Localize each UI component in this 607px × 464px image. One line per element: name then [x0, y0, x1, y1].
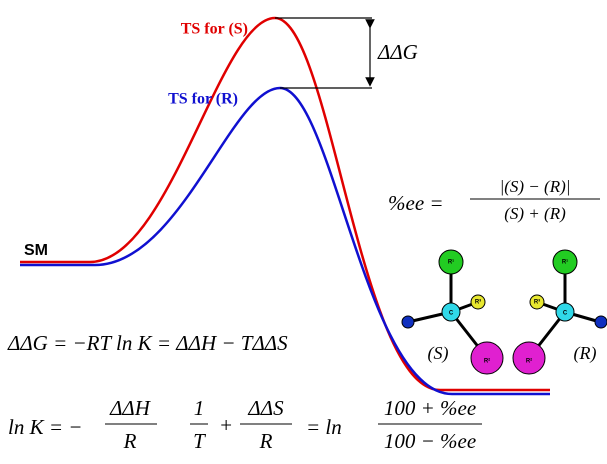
- eq2-den: R: [123, 429, 137, 453]
- atom: [470, 341, 504, 375]
- atom-label: R¹: [448, 259, 454, 266]
- ee-denominator: (S) + (R): [504, 204, 566, 223]
- atom: [594, 315, 607, 329]
- eq2-den: 100 − %ee: [384, 429, 476, 453]
- ts-s-label: TS for (S): [181, 21, 248, 38]
- atom: [438, 249, 464, 275]
- enantiomer-label: (S): [428, 343, 449, 364]
- equation-1: ΔΔG = −RT ln K = ΔΔH − TΔΔS: [7, 331, 288, 355]
- atom: [529, 294, 545, 310]
- atom-label: R¹: [562, 259, 568, 266]
- ddg-label: ΔΔG: [377, 40, 418, 64]
- eq2-num: ΔΔH: [109, 396, 152, 420]
- ts-r-label: TS for (R): [168, 91, 238, 108]
- atom-label: R²: [484, 358, 490, 365]
- atom: [555, 302, 575, 322]
- atom: [552, 249, 578, 275]
- eq2-lhs: ln K = −: [8, 415, 82, 439]
- eq2-num: 1: [194, 396, 205, 420]
- eq2-mid: = ln: [306, 415, 342, 439]
- sm-label: SM: [24, 242, 48, 259]
- atom: [512, 341, 546, 375]
- atom-label: R²: [526, 358, 532, 365]
- eq2-plus: +: [219, 413, 233, 437]
- eq2-num: 100 + %ee: [384, 396, 476, 420]
- atom: [470, 294, 486, 310]
- enantiomer-label: (R): [574, 343, 597, 364]
- ee-numerator: |(S) − (R)|: [500, 177, 571, 196]
- atom-label: R³: [534, 299, 540, 306]
- ee-lhs: %ee =: [388, 191, 444, 215]
- atom-label: C: [563, 311, 568, 317]
- atom-label: R³: [475, 299, 481, 306]
- curve-r: [20, 86, 550, 396]
- atom: [401, 315, 415, 329]
- eq2-den: R: [259, 429, 273, 453]
- eq2-den: T: [193, 429, 206, 453]
- atom: [441, 302, 461, 322]
- eq2-num: ΔΔS: [247, 396, 284, 420]
- atom-label: C: [449, 311, 454, 317]
